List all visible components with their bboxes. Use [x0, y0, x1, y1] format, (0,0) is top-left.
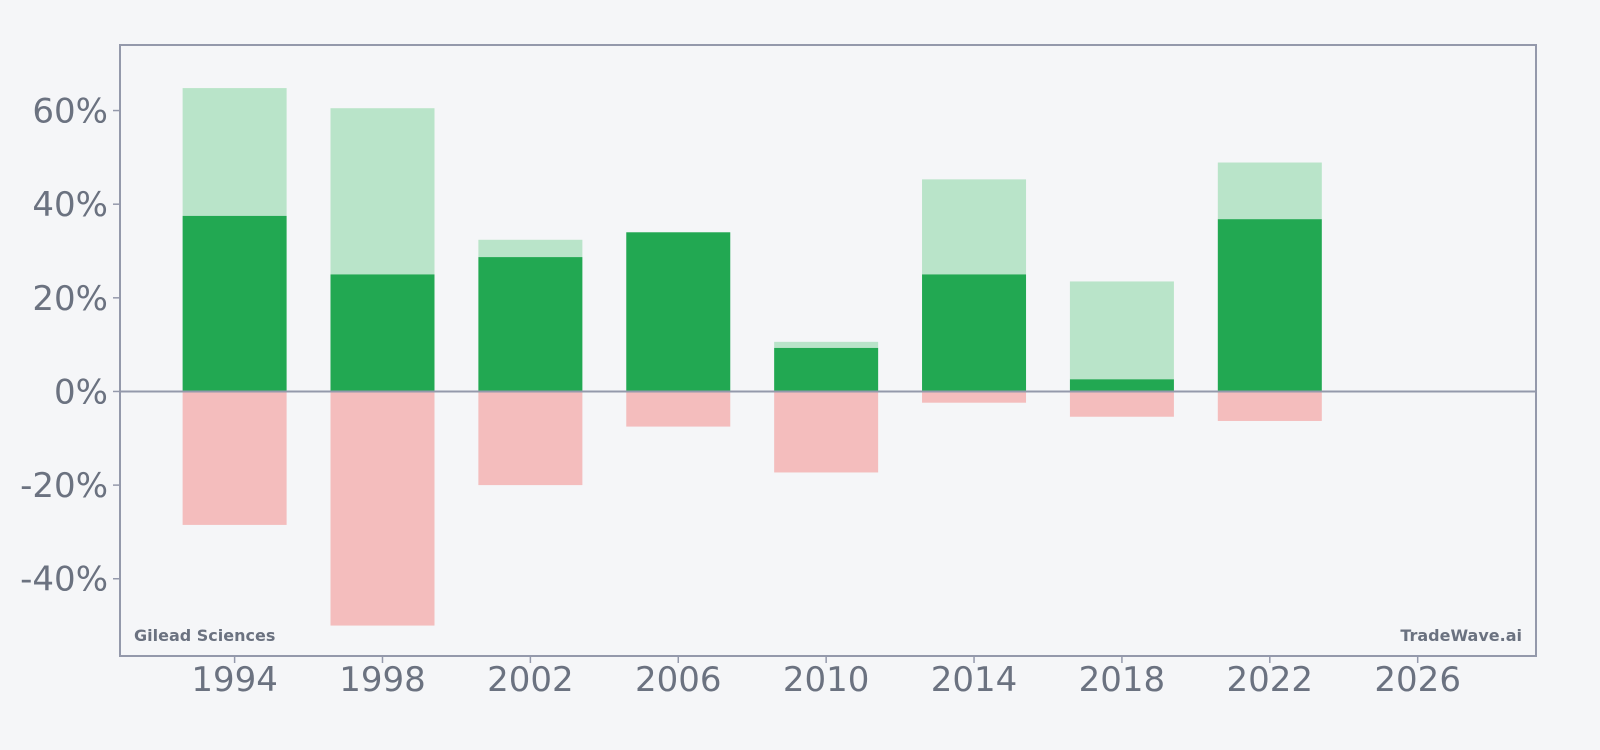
x-axis: 1994 1998 2002 2006 2010 2014 2018 2022 2026: [191, 656, 1461, 700]
bar-light-green-top-2014: [922, 179, 1027, 275]
y-tick-label: 0%: [54, 372, 108, 412]
bar-light-red-2018: [1069, 391, 1174, 417]
bar-dark-green-1998: [330, 274, 435, 392]
bar-light-green-top-2018: [1069, 281, 1174, 380]
y-tick-label: -20%: [20, 466, 108, 506]
y-tick-label: 20%: [32, 279, 108, 319]
bar-light-red-2014: [922, 391, 1027, 403]
bar-dark-green-2006: [626, 232, 731, 392]
bar-light-red-2022: [1217, 391, 1322, 421]
bar-light-green-top-1994: [182, 88, 287, 216]
bars-layer: [182, 88, 1322, 626]
bar-light-red-2002: [478, 391, 583, 486]
y-tick-label: -40%: [20, 560, 108, 600]
x-tick-label: 2018: [1079, 660, 1166, 700]
bar-light-red-2010: [774, 391, 879, 473]
x-tick-label: 2002: [487, 660, 574, 700]
bar-light-red-2006: [626, 391, 731, 427]
watermark-label: TradeWave.ai: [1400, 626, 1522, 645]
bar-light-red-1994: [182, 391, 287, 525]
x-tick-label: 2014: [931, 660, 1018, 700]
y-axis: 60% 40% 20% 0% -20% -40%: [20, 92, 120, 600]
bar-light-green-top-2010: [774, 341, 879, 348]
bar-dark-green-2010: [774, 347, 879, 392]
x-tick-label: 2022: [1227, 660, 1314, 700]
y-tick-label: 60%: [32, 92, 108, 132]
bar-light-green-top-2002: [478, 239, 583, 258]
bar-dark-green-2018: [1069, 379, 1174, 392]
company-name-label: Gilead Sciences: [134, 626, 275, 645]
x-tick-label: 1998: [339, 660, 426, 700]
bar-dark-green-2002: [478, 257, 583, 392]
x-tick-label: 1994: [191, 660, 278, 700]
bar-light-red-1998: [330, 391, 435, 626]
x-tick-label: 2026: [1374, 660, 1461, 700]
bar-dark-green-2014: [922, 274, 1027, 392]
bar-light-green-top-1998: [330, 108, 435, 275]
bar-dark-green-2022: [1217, 219, 1322, 392]
plot-frame: [119, 44, 1537, 657]
y-tick-label: 40%: [32, 185, 108, 225]
x-tick-label: 2006: [635, 660, 722, 700]
x-tick-label: 2010: [783, 660, 870, 700]
bar-dark-green-1994: [182, 215, 287, 392]
bar-light-green-top-2022: [1217, 162, 1322, 220]
